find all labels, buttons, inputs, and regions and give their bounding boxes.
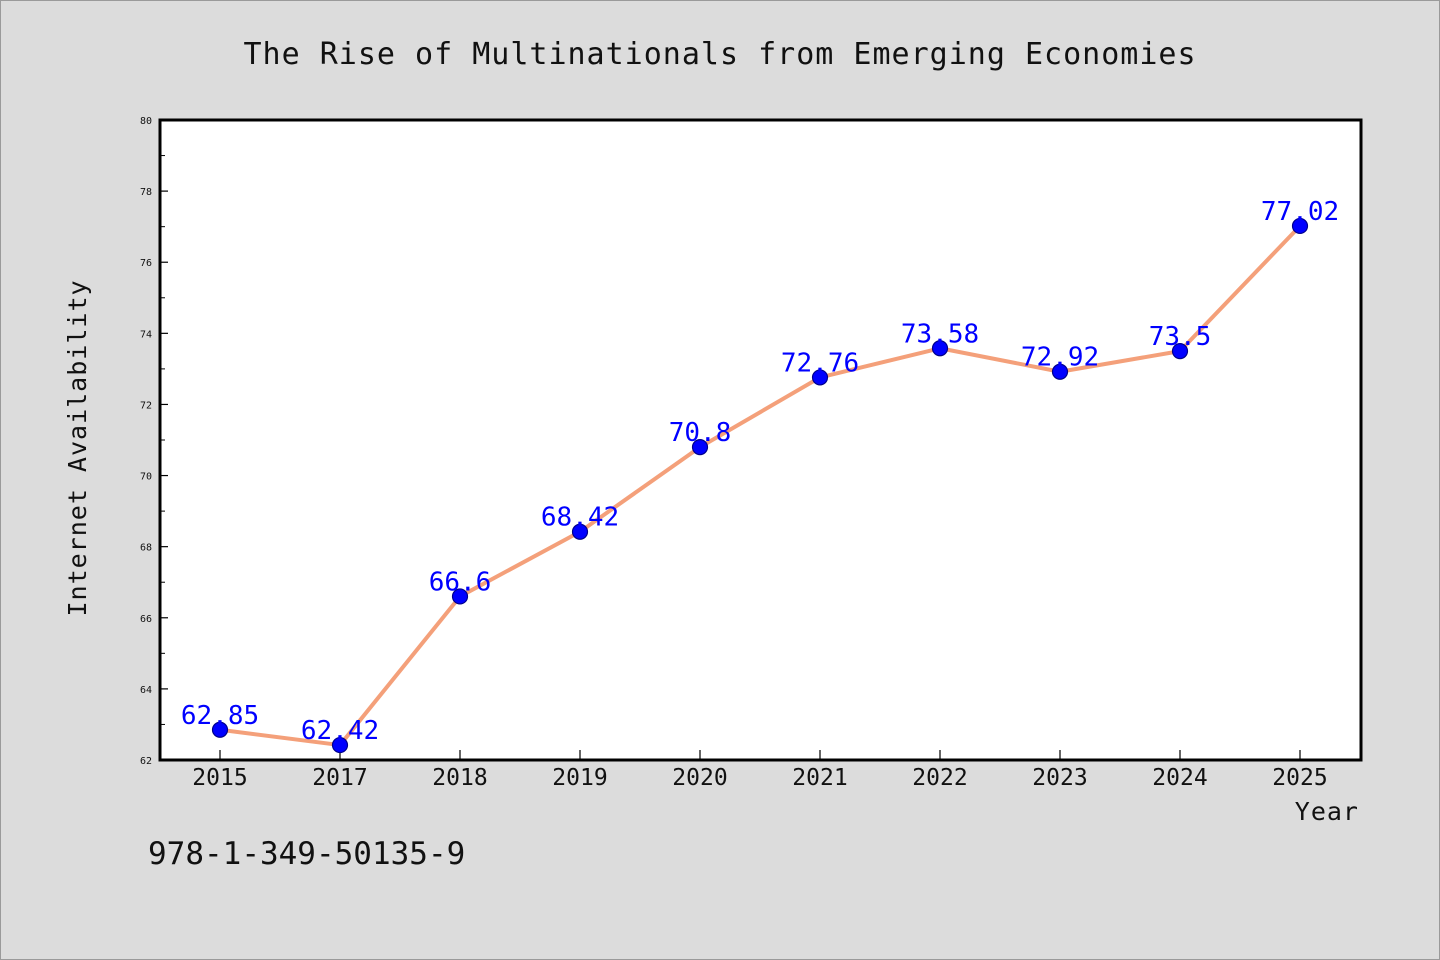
data-point (211, 721, 229, 738)
data-point (451, 588, 469, 605)
x-axis: 2015 2017 2018 2019 2020 2021 2022 2023 2024 2025 (192, 750, 1328, 791)
chart-title: The Rise of Multinationals from Emerging… (243, 37, 1196, 72)
data-label: 73.5 (1149, 322, 1212, 352)
x-tick-label: 2020 (672, 765, 727, 791)
x-tick-label: 2023 (1032, 765, 1087, 791)
y-tick-label: 62 (140, 756, 152, 767)
y-tick-label: 66 (140, 614, 152, 625)
data-point (691, 439, 709, 456)
x-tick-label: 2025 (1272, 765, 1327, 791)
y-tick-label: 72 (140, 400, 152, 411)
x-axis-title: Year (1295, 797, 1359, 826)
data-point (1051, 363, 1069, 380)
x-tick-label: 2021 (792, 765, 847, 791)
series-layer: 62.85 62.42 66.6 68.42 70.8 72.76 73.58 72.92 73… (181, 197, 1339, 754)
x-tick-label: 2022 (912, 765, 967, 791)
data-label: 70.8 (669, 418, 732, 448)
data-point (931, 340, 949, 357)
data-point (571, 523, 589, 540)
y-tick-label: 64 (140, 685, 152, 696)
series-line (218, 223, 1302, 748)
x-tick-label: 2019 (552, 765, 607, 791)
data-label: 66.6 (429, 567, 492, 597)
data-label: 62.42 (301, 716, 379, 746)
data-point (331, 736, 349, 754)
data-label: 62.85 (181, 701, 259, 731)
y-tick-label: 70 (140, 472, 152, 483)
y-tick-label: 76 (140, 258, 152, 269)
data-label: 73.58 (901, 319, 979, 349)
data-point (1291, 217, 1309, 235)
data-point (1171, 343, 1189, 360)
y-tick-label: 74 (140, 329, 152, 340)
y-tick-label: 80 (140, 116, 152, 127)
x-tick-label: 2015 (192, 765, 247, 791)
x-tick-label: 2017 (312, 765, 367, 791)
y-axis: 62 64 66 68 70 72 74 76 78 80 (140, 116, 168, 767)
plot-area (158, 118, 1363, 762)
data-label: 68.42 (541, 503, 619, 533)
y-tick-label: 78 (140, 187, 152, 198)
x-tick-label: 2024 (1152, 765, 1207, 791)
y-tick-label: 68 (140, 543, 152, 554)
data-label: 72.76 (781, 348, 859, 378)
x-tick-label: 2018 (432, 765, 487, 791)
data-label: 77.02 (1261, 197, 1339, 227)
y-axis-title: Internet Availability (63, 279, 92, 616)
isbn-text: 978-1-349-50135-9 (148, 836, 465, 872)
data-label: 72.92 (1021, 343, 1099, 373)
data-point (811, 369, 829, 386)
